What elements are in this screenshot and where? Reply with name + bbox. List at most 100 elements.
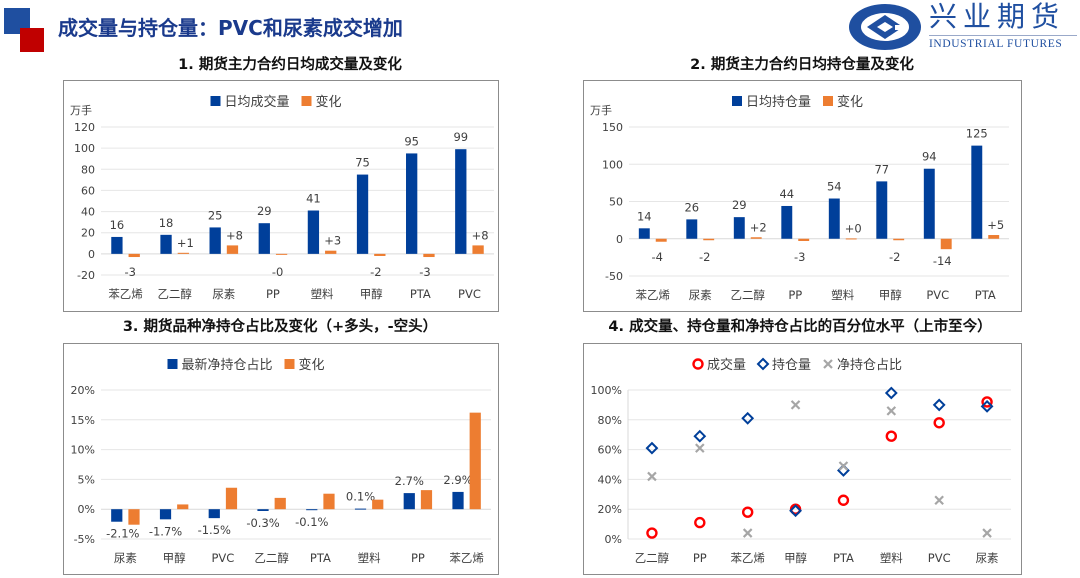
- data-label: -1.5%: [198, 523, 231, 537]
- legend-marker: [210, 96, 221, 106]
- chart4-percentile: 0% 20% 40% 60% 80% 100% 乙二醇 PP 苯乙烯 甲醇 PTA 塑料 PVC 尿素 成交…: [583, 343, 1022, 575]
- bar-change: [374, 253, 386, 256]
- x-tick-label: PTA: [410, 287, 431, 301]
- point-circle: [885, 430, 898, 442]
- y-tick-label: 120: [74, 121, 95, 134]
- bar-change: [750, 237, 762, 239]
- bar-main: [257, 509, 269, 511]
- data-label: -0.1%: [295, 515, 328, 529]
- y-tick-label: 100%: [591, 384, 622, 397]
- chart4-title: 4. 成交量、持仓量和净持仓占比的百分位水平（上市至今）: [608, 319, 992, 335]
- legend-label: 净持仓占比: [837, 358, 902, 373]
- bar-change: [845, 238, 857, 240]
- y-tick-label: 5%: [78, 473, 95, 486]
- y-tick-label: 60%: [598, 444, 622, 457]
- data-label: 125: [966, 127, 988, 141]
- point-diamond: [932, 398, 946, 412]
- legend-marker: [692, 358, 704, 370]
- data-label: +5: [987, 218, 1004, 232]
- data-label: -3: [794, 250, 805, 264]
- x-tick-label: 尿素: [976, 551, 999, 565]
- data-label: 16: [110, 218, 125, 232]
- x-tick-label: 苯乙烯: [730, 551, 765, 565]
- point-x: [742, 528, 753, 538]
- y-tick-label: 15%: [71, 414, 95, 427]
- x-tick-label: 苯乙烯: [449, 551, 484, 565]
- data-label: -2: [370, 265, 381, 279]
- bar-main: [733, 217, 745, 239]
- data-label: -2.1%: [106, 527, 139, 541]
- y-axis-unit: 万手: [70, 103, 92, 117]
- y-tick-label: 80%: [598, 414, 622, 427]
- bar-main: [403, 493, 415, 510]
- x-tick-label: PVC: [928, 551, 951, 565]
- y-tick-label: 10%: [71, 444, 95, 457]
- bar-change: [275, 253, 288, 255]
- bar-main: [111, 236, 123, 254]
- x-tick-label: PTA: [833, 551, 854, 565]
- bar-change: [225, 487, 238, 510]
- bar-change: [798, 238, 810, 241]
- chart-legend: 日均成交量 变化: [210, 94, 342, 110]
- y-tick-label: 100: [602, 158, 623, 171]
- y-tick-label: 50: [609, 196, 623, 209]
- x-tick-label: 甲醇: [879, 288, 902, 302]
- bar-main: [876, 181, 888, 239]
- data-label: -4: [651, 250, 662, 264]
- bar-main: [111, 509, 123, 522]
- bar-change: [423, 253, 435, 258]
- bar-main: [208, 509, 220, 519]
- data-label: -1.7%: [149, 524, 182, 538]
- bar-change: [988, 235, 1000, 239]
- x-tick-label: PVC: [211, 551, 234, 565]
- y-tick-label: 0%: [78, 503, 95, 516]
- legend-marker: [756, 357, 770, 371]
- y-tick-label: 40: [81, 206, 95, 219]
- data-label: 44: [779, 187, 794, 201]
- legend-label: 日均成交量: [225, 94, 290, 110]
- data-label: 75: [355, 156, 370, 170]
- y-tick-label: -50: [605, 270, 623, 283]
- x-tick-label: 甲醇: [163, 551, 186, 565]
- point-circle: [646, 527, 658, 539]
- x-tick-label: 塑料: [880, 551, 903, 565]
- x-tick-label: 乙二醇: [635, 551, 670, 565]
- legend-label: 变化: [316, 94, 342, 110]
- x-tick-label: 苯乙烯: [636, 288, 671, 302]
- data-label: 29: [257, 204, 272, 218]
- y-tick-label: 0%: [605, 533, 622, 546]
- legend-label: 日均持仓量: [746, 95, 811, 110]
- bar-change: [274, 497, 286, 510]
- data-label: -2: [889, 250, 900, 264]
- data-label: 94: [922, 150, 937, 164]
- data-label: 2.7%: [395, 474, 424, 488]
- y-tick-label: 100: [74, 142, 95, 155]
- point-circle: [694, 516, 706, 529]
- bar-main: [354, 508, 367, 510]
- data-label: 41: [306, 192, 321, 206]
- bar-change: [128, 253, 140, 258]
- bar-change: [469, 412, 481, 510]
- point-circle: [981, 396, 993, 408]
- x-tick-label: PTA: [975, 288, 996, 302]
- bar-change: [372, 499, 384, 510]
- y-tick-label: 20: [81, 227, 95, 240]
- legend-marker: [284, 359, 295, 369]
- x-tick-label: PP: [693, 551, 707, 565]
- y-tick-label: 80: [81, 163, 95, 176]
- legend-label: 持仓量: [772, 358, 811, 373]
- bar-main: [306, 509, 318, 511]
- chart2-title: 2. 期货主力合约日均持仓量及变化: [690, 57, 914, 73]
- bar-change: [472, 245, 484, 254]
- point-diamond: [884, 386, 898, 400]
- logo-text-cn: 兴业期货: [929, 0, 1066, 33]
- legend-marker: [301, 96, 312, 106]
- legend-marker: [823, 359, 833, 369]
- data-label: +3: [324, 234, 341, 248]
- data-label: 77: [874, 162, 889, 176]
- chart-legend: 成交量 持仓量 净持仓占比: [692, 357, 902, 373]
- bar-change: [655, 238, 667, 242]
- x-tick-label: 塑料: [831, 288, 854, 302]
